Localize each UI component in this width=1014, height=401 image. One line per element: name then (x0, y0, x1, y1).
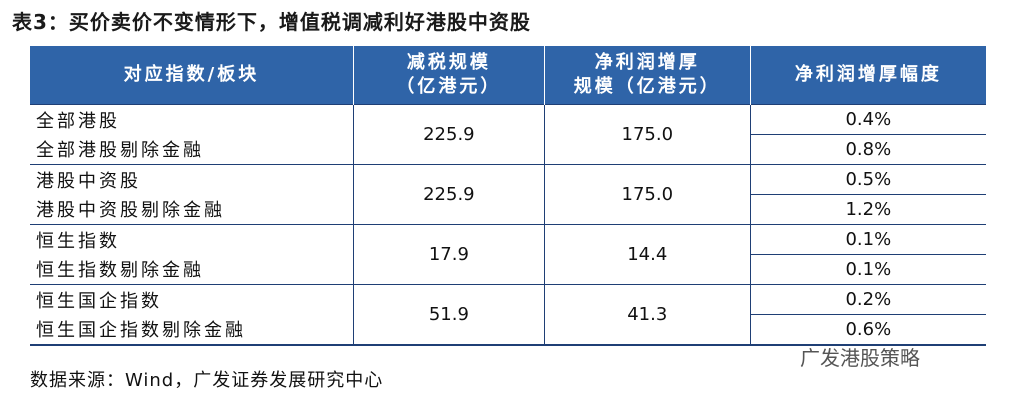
header-cell: 对应指数/板块 (30, 46, 354, 105)
header-line: 净利润增厚 (594, 52, 700, 73)
source: 数据来源：Wind，广发证券发展研究中心 (30, 370, 384, 391)
row: 港股中资股 225.9 175.0 0.5% (30, 164, 986, 225)
header-line: 净利润增厚幅度 (794, 64, 942, 85)
table-body: 全部港股 225.9 175.0 0.4% 全部港股剔除金融 0.8% 港股中资股 225.9… (30, 104, 986, 345)
profit-cell: 41.3 (543, 284, 751, 345)
profit-cell: 175.0 (543, 104, 751, 165)
header-row: 对应指数/板块 减税规模 （亿港元） 净利润增厚规模（亿港元） 净利润增厚幅度 (30, 46, 986, 105)
header-line: 减税规模 (406, 52, 491, 73)
tax-cut-cell: 225.9 (352, 104, 545, 165)
tax-cut-cell: 225.9 (352, 164, 545, 225)
row: 恒生指数 17.9 14.4 0.1% (30, 224, 986, 285)
profit-cell: 175.0 (543, 164, 751, 225)
row: 港股中资股剔除金融 1.2% (30, 194, 986, 225)
table: 对应指数/板块 减税规模 （亿港元） 净利润增厚规模（亿港元） 净利润增厚幅度 全部港股… (30, 46, 986, 346)
name-cell: 全部港股 (30, 104, 354, 135)
name-cell: 恒生国企指数 (30, 284, 354, 315)
profit-cell: 14.4 (543, 224, 751, 285)
pct-cell: 0.1% (749, 224, 986, 255)
pct-cell: 1.2% (749, 194, 986, 225)
header-cell: 净利润增厚规模（亿港元） (543, 46, 751, 105)
pct-cell: 0.8% (749, 134, 986, 165)
tax-cut-cell: 17.9 (352, 224, 545, 285)
header-line: 规模（亿港元） (573, 76, 721, 97)
pct-cell: 0.1% (749, 254, 986, 285)
header-cell: 减税规模 （亿港元） (352, 46, 545, 105)
header-line: （亿港元） (396, 76, 502, 97)
row: 全部港股剔除金融 0.8% (30, 134, 986, 165)
name-cell: 恒生国企指数剔除金融 (36, 320, 246, 342)
watermark: 广发港股策略 (800, 346, 920, 370)
row: 恒生国企指数剔除金融 0.6% (30, 314, 986, 345)
header-cell: 净利润增厚幅度 (749, 46, 986, 105)
title: 表3：买价卖价不变情形下，增值税调减利好港股中资股 (12, 10, 531, 34)
name-cell: 全部港股剔除金融 (36, 140, 204, 162)
pct-cell: 0.6% (749, 314, 986, 345)
pct-cell: 0.2% (749, 284, 986, 315)
tax-cut-cell: 51.9 (352, 284, 545, 345)
row: 恒生指数剔除金融 0.1% (30, 254, 986, 285)
pct-cell: 0.5% (749, 164, 986, 195)
name-cell: 港股中资股 (30, 164, 354, 195)
header-line: 对应指数/板块 (123, 64, 260, 85)
name-cell: 港股中资股剔除金融 (36, 200, 225, 222)
row: 全部港股 225.9 175.0 0.4% (30, 104, 986, 165)
name-cell: 恒生指数剔除金融 (36, 260, 204, 282)
name-cell: 恒生指数 (30, 224, 354, 255)
row: 恒生国企指数 51.9 41.3 0.2% (30, 284, 986, 345)
pct-cell: 0.4% (749, 104, 986, 135)
